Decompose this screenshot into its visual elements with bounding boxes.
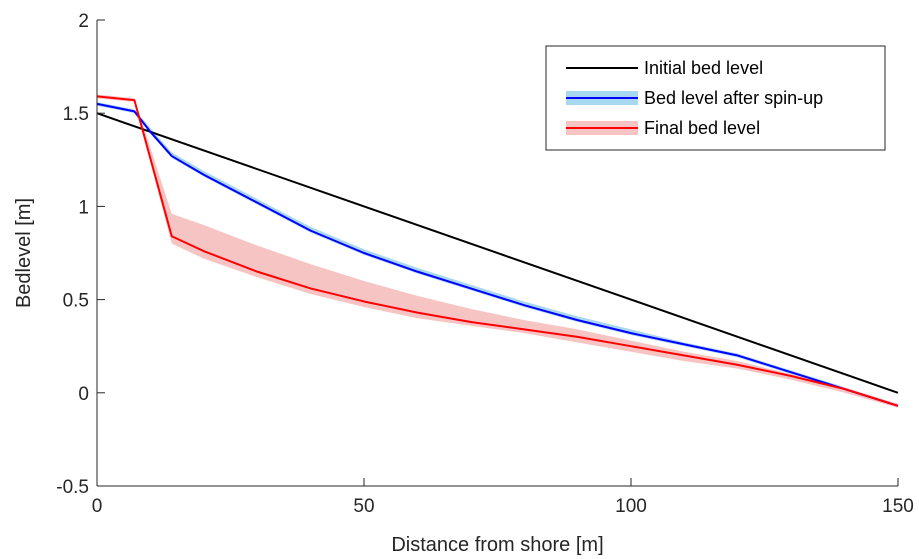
- x-tick-label: 0: [92, 496, 103, 517]
- legend: Initial bed level Bed level after spin-up…: [545, 45, 886, 151]
- legend-entry-label: Bed level after spin-up: [644, 88, 823, 108]
- uncertainty-bands: [97, 94, 898, 408]
- tick-marks: 0 50 100 150-0.500.511.52: [56, 11, 914, 517]
- y-tick-label: 1: [78, 197, 89, 218]
- x-tick-label: 100: [615, 496, 647, 517]
- line-series-1: [96, 102, 899, 407]
- legend-entry-label: Initial bed level: [644, 58, 763, 78]
- x-axis-label: Distance from shore [m]: [391, 534, 603, 556]
- y-tick-label: 0: [78, 384, 89, 405]
- axes: [96, 20, 898, 487]
- legend-entry-label: Final bed level: [644, 118, 760, 138]
- x-tick-label: 150: [882, 496, 914, 517]
- x-tick-label: 50: [353, 496, 374, 517]
- y-tick-label: 0.5: [63, 291, 89, 312]
- line-series-2: [96, 95, 899, 407]
- y-tick-label: 1.5: [63, 104, 89, 125]
- y-axis-label: Bedlevel [m]: [13, 198, 35, 308]
- y-tick-label: -0.5: [56, 477, 89, 498]
- series-lines: [96, 95, 899, 407]
- y-tick-label: 2: [78, 11, 89, 32]
- line-series-0: [96, 112, 899, 394]
- band-series-2: [97, 94, 898, 408]
